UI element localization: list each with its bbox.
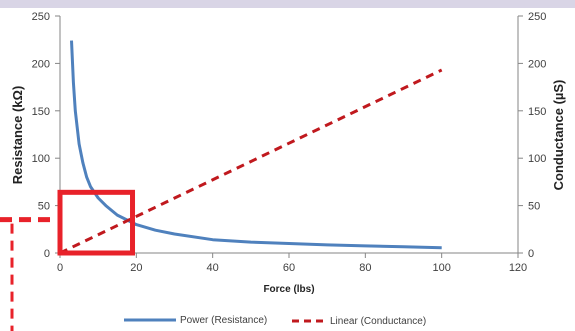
x-tick-label: 20 xyxy=(130,262,142,274)
series-line-linear-conductance xyxy=(59,68,443,255)
legend: Power (Resistance) Linear (Conductance) xyxy=(124,315,426,327)
y-right-tick-label: 50 xyxy=(528,201,540,213)
highlight-box xyxy=(57,189,136,256)
x-tick-label: 120 xyxy=(509,262,527,274)
highlight-overlay xyxy=(0,189,136,331)
y-right-tick-label: 100 xyxy=(528,153,546,165)
x-tick-label: 100 xyxy=(432,262,450,274)
y-axis-title-right: Conductance (µS) xyxy=(551,80,566,191)
axes xyxy=(55,15,523,258)
series xyxy=(59,40,443,255)
y-axis-title-left: Resistance (kΩ) xyxy=(10,86,25,185)
plot-panel xyxy=(0,8,575,331)
legend-label-power: Power (Resistance) xyxy=(180,315,267,326)
x-tick-label: 40 xyxy=(207,262,219,274)
x-tick-label: 60 xyxy=(283,262,295,274)
y-right-tick-label: 150 xyxy=(528,106,546,118)
y-left-tick-label: 250 xyxy=(32,11,50,23)
x-tick-label: 0 xyxy=(57,262,63,274)
y-right-tick-label: 0 xyxy=(528,248,534,260)
y-left-tick-label: 50 xyxy=(38,201,50,213)
y-left-tick-label: 100 xyxy=(32,153,50,165)
y-left-tick-label: 200 xyxy=(32,58,50,70)
y-left-tick-label: 150 xyxy=(32,106,50,118)
legend-label-linear: Linear (Conductance) xyxy=(330,316,426,327)
y-left-tick-label: 0 xyxy=(44,248,50,260)
x-axis-title: Force (lbs) xyxy=(263,284,314,295)
y-right-tick-label: 200 xyxy=(528,58,546,70)
y-right-tick-label: 250 xyxy=(528,11,546,23)
tick-labels: 0 20 40 60 80 100 1200501001502002500501001502… xyxy=(32,11,547,274)
x-tick-label: 80 xyxy=(359,262,371,274)
